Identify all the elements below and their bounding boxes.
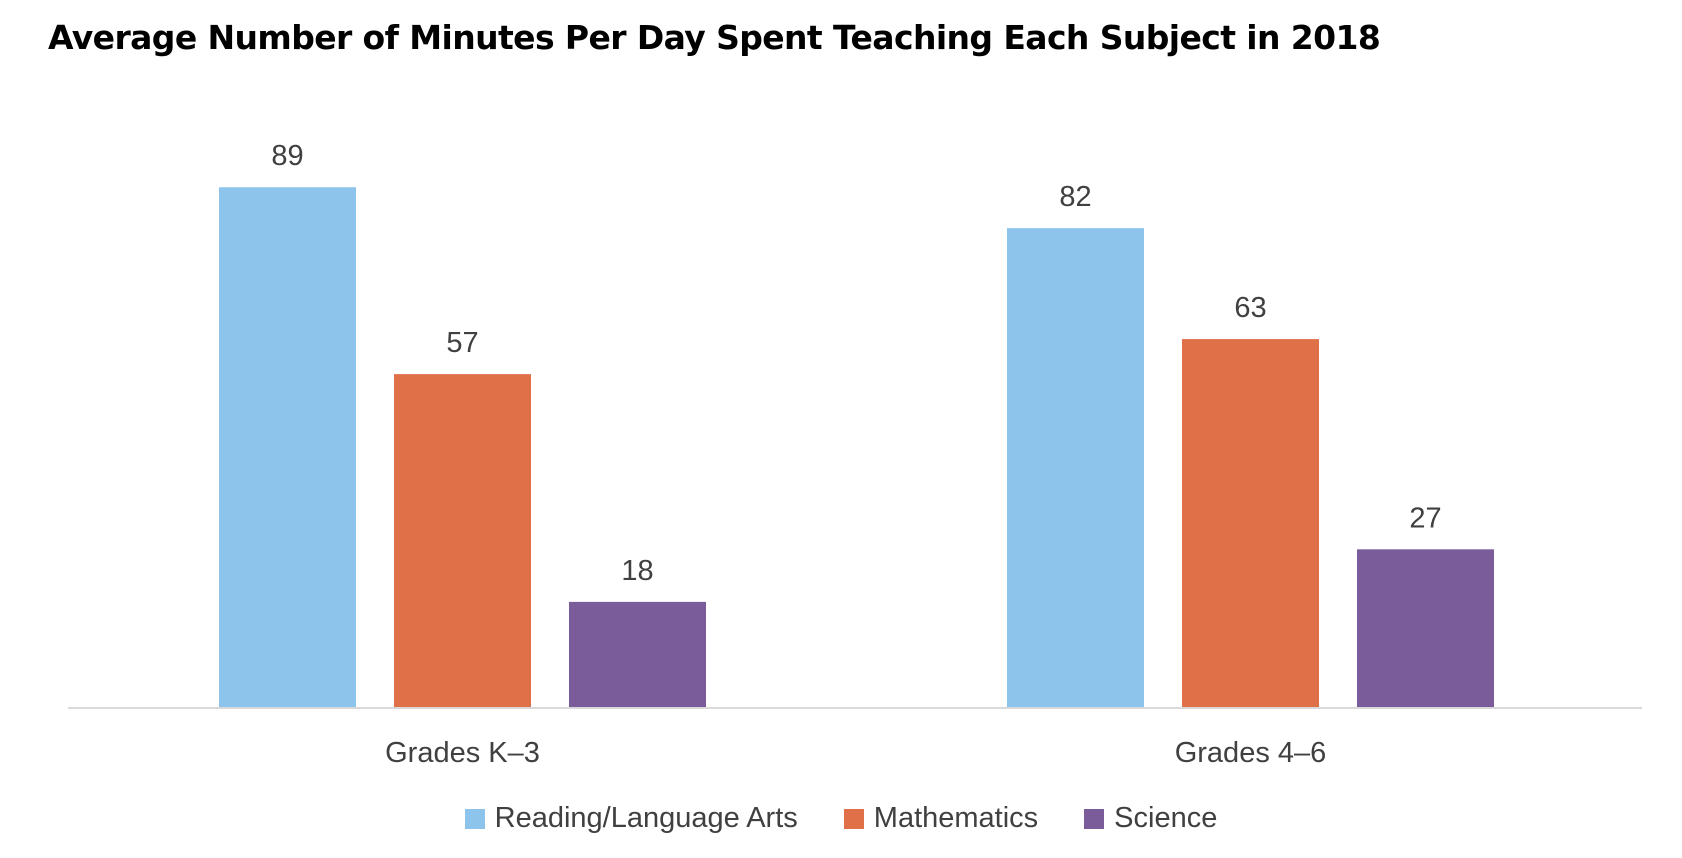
x-tick-label-grades-4-6: Grades 4–6 (1175, 737, 1327, 769)
bar-grades-k-3-reading-language-arts (219, 187, 356, 708)
bar-grades-4-6-science (1357, 549, 1494, 707)
legend-label-mathematics: Mathematics (873, 802, 1039, 834)
data-label-grades-k-3-reading-language-arts: 89 (271, 140, 303, 172)
bar-grades-k-3-science (569, 601, 706, 707)
data-label-grades-k-3-mathematics: 57 (446, 327, 478, 359)
bar-chart: 89 57 18 Grades K–3 82 63 27 Grades 4–6 (68, 140, 1642, 769)
x-tick-label-grades-k-3: Grades K–3 (385, 737, 540, 769)
chart-title: Average Number of Minutes Per Day Spent … (48, 18, 1381, 57)
legend-item-reading: Reading/Language Arts (464, 802, 798, 835)
legend-label-reading: Reading/Language Arts (494, 802, 798, 834)
legend-swatch-mathematics (843, 808, 864, 829)
data-label-grades-4-6-reading-language-arts: 82 (1059, 181, 1091, 213)
bar-grades-4-6-mathematics (1182, 339, 1319, 707)
data-label-grades-4-6-science: 27 (1409, 502, 1441, 534)
bar-grades-k-3-mathematics (394, 374, 531, 707)
chart-legend: Reading/Language Arts Mathematics Scienc… (0, 802, 1682, 835)
legend-label-science: Science (1114, 802, 1218, 834)
legend-item-science: Science (1084, 802, 1217, 835)
data-label-grades-4-6-mathematics: 63 (1234, 292, 1266, 324)
data-label-grades-k-3-science: 18 (621, 555, 653, 587)
legend-swatch-reading (464, 808, 485, 829)
legend-swatch-science (1084, 808, 1105, 829)
bar-grades-4-6-reading-language-arts (1007, 228, 1144, 707)
legend-item-mathematics: Mathematics (843, 802, 1039, 835)
